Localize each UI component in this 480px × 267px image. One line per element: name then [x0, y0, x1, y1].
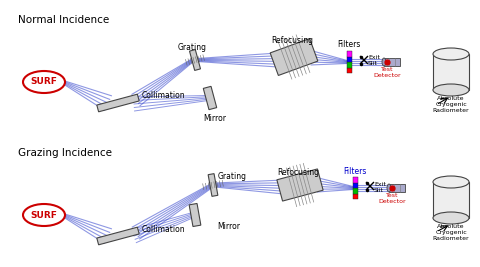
Text: Collimation: Collimation: [142, 92, 186, 100]
Polygon shape: [189, 203, 201, 226]
Polygon shape: [270, 38, 318, 76]
Text: Filters: Filters: [337, 40, 360, 49]
Text: SURF: SURF: [31, 210, 58, 219]
Text: Refocusing: Refocusing: [271, 36, 313, 45]
Text: Test
Detector: Test Detector: [373, 67, 401, 78]
Ellipse shape: [382, 58, 386, 66]
Text: Exit
Slit: Exit Slit: [374, 182, 386, 193]
Polygon shape: [97, 227, 139, 245]
Polygon shape: [190, 50, 201, 70]
Text: Mirror: Mirror: [204, 114, 227, 123]
Bar: [433, 54, 469, 90]
Bar: [352, 188, 358, 194]
Text: Test
Detector: Test Detector: [378, 193, 406, 204]
Ellipse shape: [387, 184, 391, 192]
Bar: [347, 62, 351, 68]
Ellipse shape: [433, 84, 469, 96]
Bar: [433, 182, 469, 218]
Text: Absolute
Cryogenic
Radiometer: Absolute Cryogenic Radiometer: [432, 96, 469, 113]
Bar: [347, 57, 351, 62]
Bar: [352, 177, 358, 183]
Ellipse shape: [23, 204, 65, 226]
Text: Collimation: Collimation: [142, 225, 186, 234]
Ellipse shape: [23, 71, 65, 93]
Text: Grating: Grating: [218, 172, 247, 181]
Polygon shape: [97, 94, 139, 112]
Text: Grazing Incidence: Grazing Incidence: [18, 148, 112, 158]
Bar: [352, 194, 358, 199]
Ellipse shape: [433, 212, 469, 224]
Polygon shape: [277, 169, 323, 201]
Ellipse shape: [433, 176, 469, 188]
Text: Filters: Filters: [343, 167, 367, 176]
Text: Normal Incidence: Normal Incidence: [18, 15, 109, 25]
Ellipse shape: [433, 48, 469, 60]
Polygon shape: [204, 86, 216, 110]
Text: Absolute
Cryogenic
Radiometer: Absolute Cryogenic Radiometer: [432, 224, 469, 241]
Bar: [384, 58, 400, 66]
Bar: [347, 51, 351, 57]
Text: Mirror: Mirror: [217, 222, 240, 231]
Text: SURF: SURF: [31, 77, 58, 87]
Text: Exit
Slit: Exit Slit: [368, 55, 380, 66]
Bar: [389, 184, 405, 192]
Text: Grating: Grating: [178, 43, 206, 52]
Polygon shape: [208, 174, 218, 196]
Bar: [347, 68, 351, 73]
Text: Refocusing: Refocusing: [277, 168, 319, 177]
Bar: [352, 183, 358, 188]
